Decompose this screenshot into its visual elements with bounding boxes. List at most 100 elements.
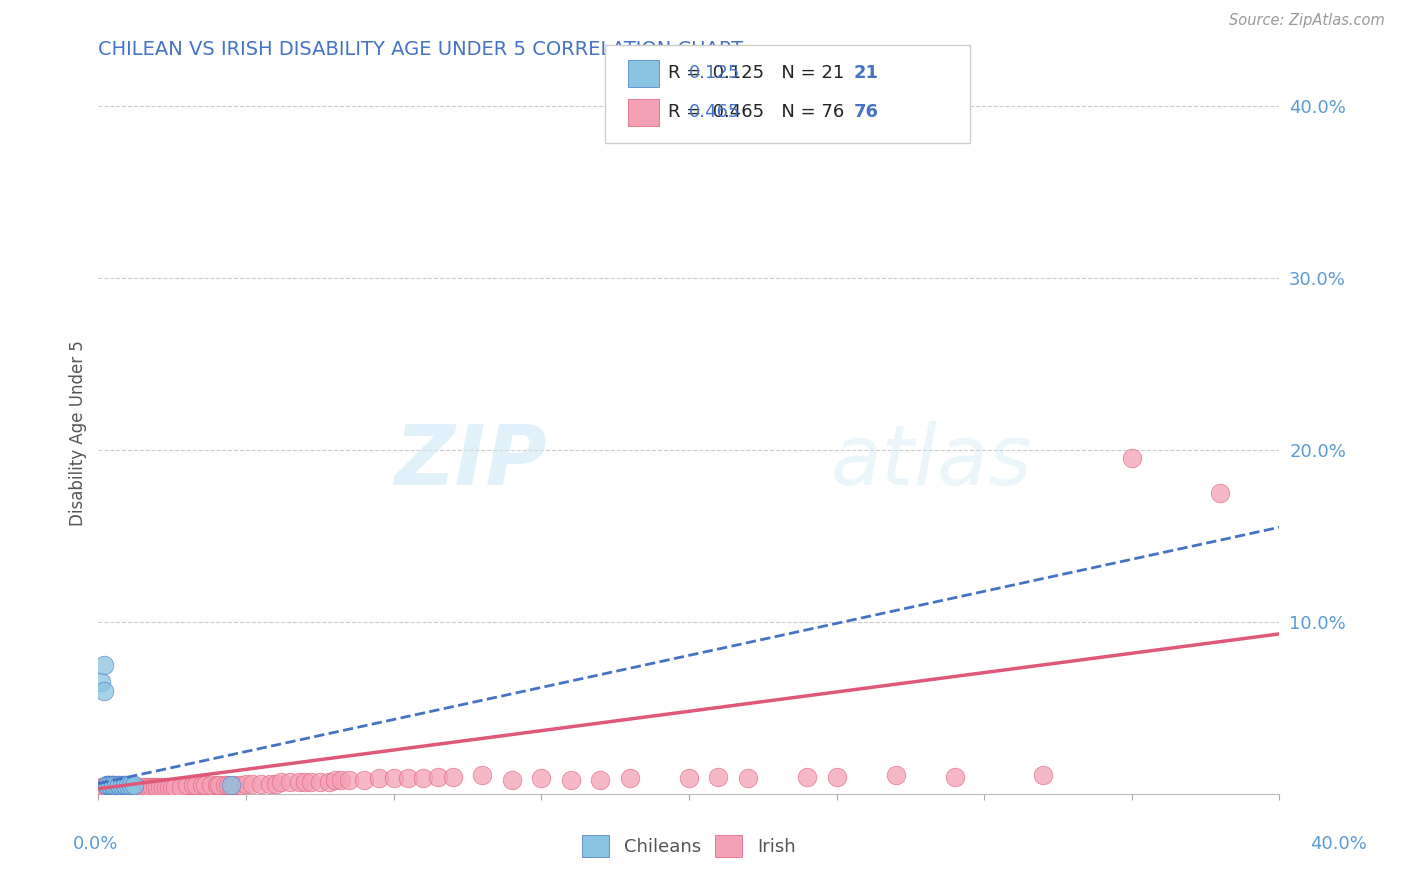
Point <box>96 778 118 792</box>
Point <box>1209 485 1232 500</box>
Point <box>353 773 375 788</box>
Point <box>264 776 287 790</box>
Point <box>323 773 346 788</box>
Text: Source: ZipAtlas.com: Source: ZipAtlas.com <box>1229 13 1385 28</box>
Point <box>96 778 118 792</box>
Point <box>309 774 332 789</box>
Point <box>141 780 163 794</box>
Point <box>194 778 217 792</box>
Point <box>796 770 818 784</box>
Point <box>98 778 121 792</box>
Point <box>441 770 464 784</box>
Point <box>471 768 494 782</box>
Point <box>176 778 198 792</box>
Point <box>90 780 112 794</box>
Point <box>678 772 700 786</box>
Point <box>530 772 553 786</box>
Point <box>200 778 222 792</box>
Point <box>157 780 180 794</box>
Text: 40.0%: 40.0% <box>1310 835 1367 853</box>
Point <box>224 778 246 792</box>
Text: 0.0%: 0.0% <box>73 835 118 853</box>
Point <box>105 780 128 794</box>
Text: 76: 76 <box>853 103 879 121</box>
Point <box>170 780 193 794</box>
Point <box>105 778 128 792</box>
Legend: Chileans, Irish: Chileans, Irish <box>575 828 803 864</box>
Point <box>205 778 228 792</box>
Point <box>217 778 239 792</box>
Point <box>93 657 115 672</box>
Point <box>132 780 155 794</box>
Point <box>135 780 157 794</box>
Text: ZIP: ZIP <box>395 421 547 502</box>
Point <box>707 770 730 784</box>
Point <box>1032 768 1054 782</box>
Point <box>138 780 160 794</box>
Point <box>162 780 183 794</box>
Point <box>111 780 134 794</box>
Text: CHILEAN VS IRISH DISABILITY AGE UNDER 5 CORRELATION CHART: CHILEAN VS IRISH DISABILITY AGE UNDER 5 … <box>98 39 744 59</box>
Point <box>103 778 125 792</box>
Point <box>250 776 273 790</box>
Point <box>98 778 121 792</box>
Point <box>117 780 139 794</box>
Point <box>111 778 134 792</box>
Point <box>165 780 187 794</box>
Point <box>103 780 125 794</box>
Point <box>382 772 405 786</box>
Point <box>214 778 236 792</box>
Point <box>93 683 115 698</box>
Point <box>114 778 136 792</box>
Point <box>240 776 263 790</box>
Point <box>120 778 142 792</box>
Text: R =  0.465   N = 76: R = 0.465 N = 76 <box>668 103 844 121</box>
Point <box>114 780 136 794</box>
Point <box>368 772 391 786</box>
Point <box>120 780 142 794</box>
Point <box>90 675 112 690</box>
Point <box>221 778 243 792</box>
Point <box>280 774 302 789</box>
Point <box>229 778 252 792</box>
Point <box>98 780 121 794</box>
Point <box>122 780 145 794</box>
Point <box>318 774 340 789</box>
Y-axis label: Disability Age Under 5: Disability Age Under 5 <box>69 340 87 525</box>
Point <box>93 780 115 794</box>
Text: 21: 21 <box>853 64 879 82</box>
Point <box>737 772 759 786</box>
Point <box>152 780 174 794</box>
Point <box>149 780 172 794</box>
Point <box>96 778 118 792</box>
Point <box>235 776 257 790</box>
Point <box>103 778 125 792</box>
Point <box>589 773 612 788</box>
Text: 0.465: 0.465 <box>689 103 741 121</box>
Point <box>96 780 118 794</box>
Point <box>329 773 352 788</box>
Point <box>125 780 148 794</box>
Point <box>155 780 177 794</box>
Point <box>560 773 582 788</box>
Point <box>825 770 848 784</box>
Point <box>208 778 231 792</box>
Point <box>181 778 204 792</box>
Point <box>398 772 420 786</box>
Point <box>108 778 131 792</box>
Text: 0.125: 0.125 <box>689 64 741 82</box>
Point <box>103 778 125 792</box>
Point <box>143 780 166 794</box>
Point <box>501 773 523 788</box>
Point <box>884 768 907 782</box>
Point <box>114 778 136 792</box>
Point <box>184 778 207 792</box>
Point <box>108 778 131 792</box>
Point <box>288 774 311 789</box>
Point <box>943 770 966 784</box>
Text: R =  0.125   N = 21: R = 0.125 N = 21 <box>668 64 844 82</box>
Point <box>619 772 641 786</box>
Point <box>339 773 361 788</box>
Point <box>108 780 131 794</box>
Text: atlas: atlas <box>831 421 1032 502</box>
